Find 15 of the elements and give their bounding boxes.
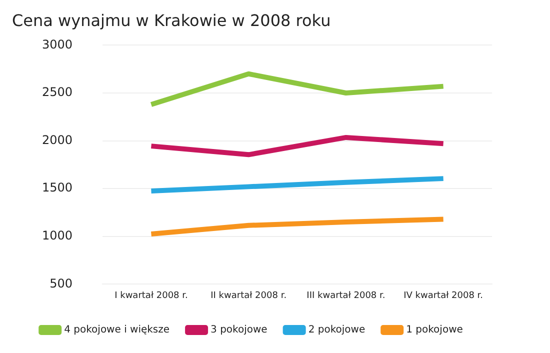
- legend-label: 3 pokojowe: [210, 324, 268, 336]
- y-tick-label: 1500: [42, 180, 73, 195]
- y-tick-label: 2000: [42, 132, 73, 147]
- legend-label: 2 pokojowe: [308, 324, 366, 336]
- legend-label: 1 pokojowe: [406, 324, 463, 336]
- x-tick-label: IV kwartał 2008 r.: [404, 290, 484, 301]
- y-tick-label: 1000: [42, 228, 73, 243]
- y-tick-label: 2500: [42, 85, 73, 100]
- x-tick-label: I kwartał 2008 r.: [114, 290, 188, 301]
- y-tick-label: 500: [50, 276, 73, 290]
- legend-label: 4 pokojowe i większe: [64, 324, 170, 336]
- y-tick-label: 3000: [42, 37, 73, 52]
- x-tick-label: II kwartał 2008 r.: [210, 290, 287, 301]
- chart-title: Cena wynajmu w Krakowie w 2008 roku: [12, 10, 331, 30]
- x-tick-label: III kwartał 2008 r.: [306, 290, 386, 301]
